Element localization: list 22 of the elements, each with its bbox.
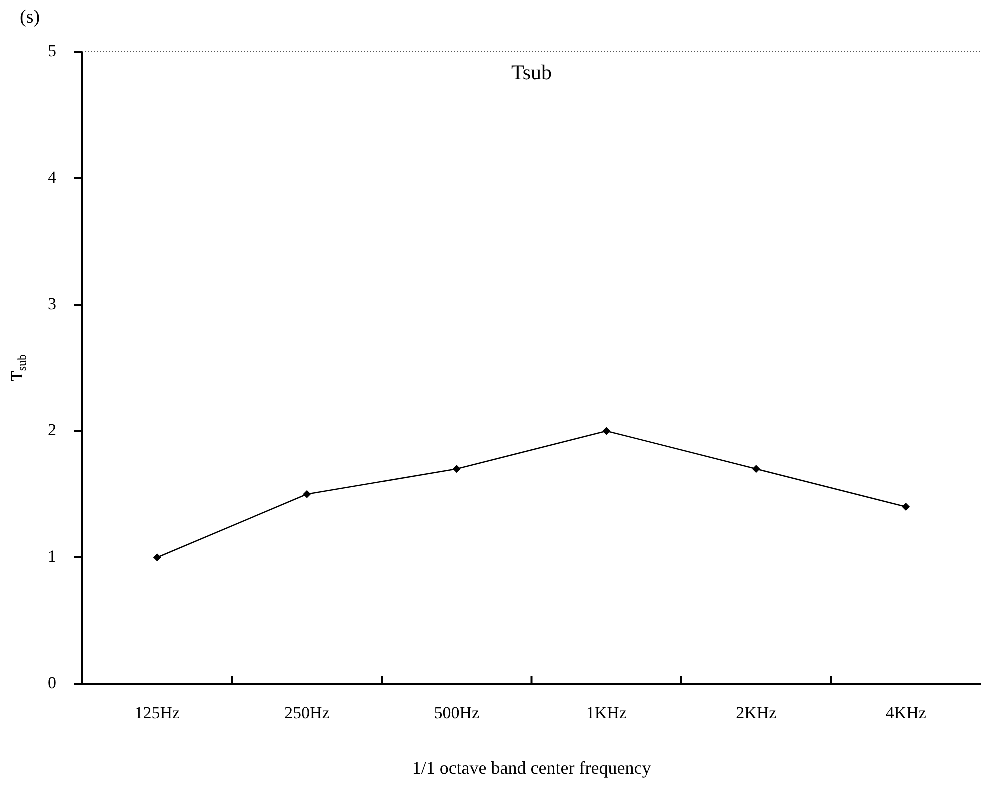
x-tick-label: 500Hz — [434, 704, 480, 723]
point — [752, 465, 760, 474]
point — [602, 427, 611, 436]
x-tick-label: 4KHz — [886, 704, 927, 723]
text: (s) — [20, 6, 40, 28]
y-axis-title: Tsub — [7, 354, 30, 382]
y-tick-label: 5 — [48, 41, 56, 60]
point — [153, 554, 162, 562]
point — [902, 503, 910, 512]
chart-title: Tsub — [511, 60, 552, 85]
y-tick-label: 2 — [48, 420, 56, 440]
point — [303, 490, 312, 498]
x-tick-label: 125Hz — [134, 704, 180, 723]
x-tick-label: 250Hz — [284, 704, 330, 723]
x-axis-title: 1/1 octave band center frequency — [412, 758, 652, 778]
y-tick-label: 3 — [48, 294, 56, 314]
y-tick-label: 4 — [48, 168, 57, 187]
y-tick-label: 1 — [48, 547, 56, 566]
point — [452, 465, 461, 474]
y-tick-label: 0 — [48, 673, 56, 692]
x-tick-label: 2KHz — [736, 704, 778, 723]
x-tick-label: 1KHz — [586, 704, 628, 723]
